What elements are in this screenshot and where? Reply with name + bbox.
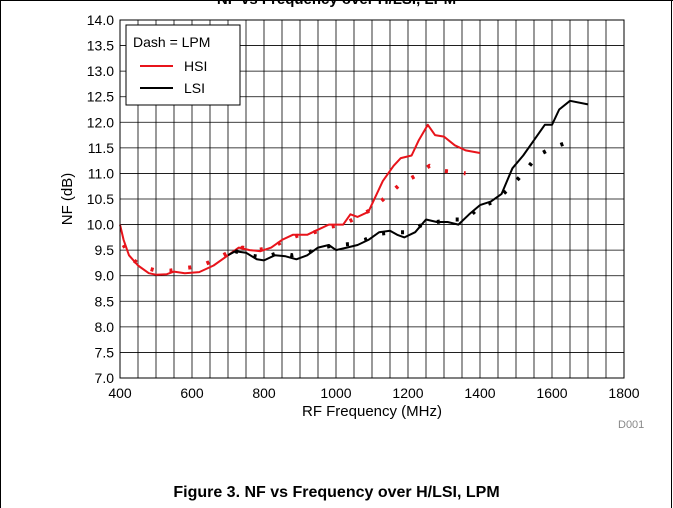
series-line-hsi	[119, 123, 481, 276]
y-tick-label: 7.0	[95, 370, 115, 386]
nf-chart: Dash = LPM HSI LSI 7.0 7.5 8.0 8.5 9.0 9.5 10.…	[59, 12, 640, 420]
x-tick-label: 600	[180, 385, 204, 401]
y-tick-label: 11.0	[88, 165, 114, 181]
top-rule	[0, 0, 673, 1]
x-tick-labels: 400 600 800 1000 1200 1400 1600 1800	[108, 385, 639, 401]
y-tick-label: 14.0	[87, 12, 114, 28]
y-tick-label: 10.0	[87, 217, 114, 233]
plot-border	[119, 19, 625, 379]
figure-caption: Figure 3. NF vs Frequency over H/LSI, LP…	[173, 484, 500, 501]
y-tick-label: 9.0	[95, 268, 115, 284]
y-axis-label: NF (dB)	[59, 173, 76, 226]
previous-figure-title-clip: NF vs Frequency over H/LSI, LPM	[0, 0, 673, 16]
y-tick-label: 12.5	[87, 89, 114, 105]
x-tick-label: 1400	[464, 385, 495, 401]
series-line-lsi	[227, 99, 589, 262]
y-tick-label: 8.5	[95, 293, 115, 309]
legend-title: Dash = LPM	[133, 34, 210, 50]
figure-code: D001	[618, 419, 645, 431]
x-axis-label: RF Frequency (MHz)	[302, 403, 442, 420]
y-tick-label: 10.5	[87, 191, 114, 207]
x-tick-label: 400	[108, 385, 132, 401]
legend: Dash = LPM HSI LSI	[125, 24, 241, 106]
y-tick-label: 13.0	[87, 63, 114, 79]
x-tick-label: 800	[252, 385, 276, 401]
y-tick-label: 8.0	[95, 319, 115, 335]
x-tick-label: 1800	[608, 385, 639, 401]
y-tick-label: 7.5	[95, 344, 115, 360]
y-tick-labels: 7.0 7.5 8.0 8.5 9.0 9.5 10.0 10.5 11.0 11.5 12.0 12…	[87, 12, 114, 386]
legend-label-lsi: LSI	[184, 80, 205, 96]
y-tick-label: 12.0	[87, 114, 114, 130]
x-tick-label: 1600	[536, 385, 567, 401]
y-tick-label: 11.5	[88, 140, 114, 156]
series-line-hsi-lpm	[121, 163, 466, 273]
x-tick-label: 1000	[320, 385, 351, 401]
previous-figure-title: NF vs Frequency over H/LSI, LPM	[0, 0, 673, 8]
series-line-lsi-lpm	[234, 135, 579, 260]
legend-label-hsi: HSI	[184, 58, 207, 74]
grid	[120, 20, 624, 378]
x-tick-label: 1200	[392, 385, 423, 401]
series-lines	[119, 99, 589, 276]
y-tick-label: 9.5	[95, 242, 115, 258]
y-tick-label: 13.5	[87, 38, 114, 54]
